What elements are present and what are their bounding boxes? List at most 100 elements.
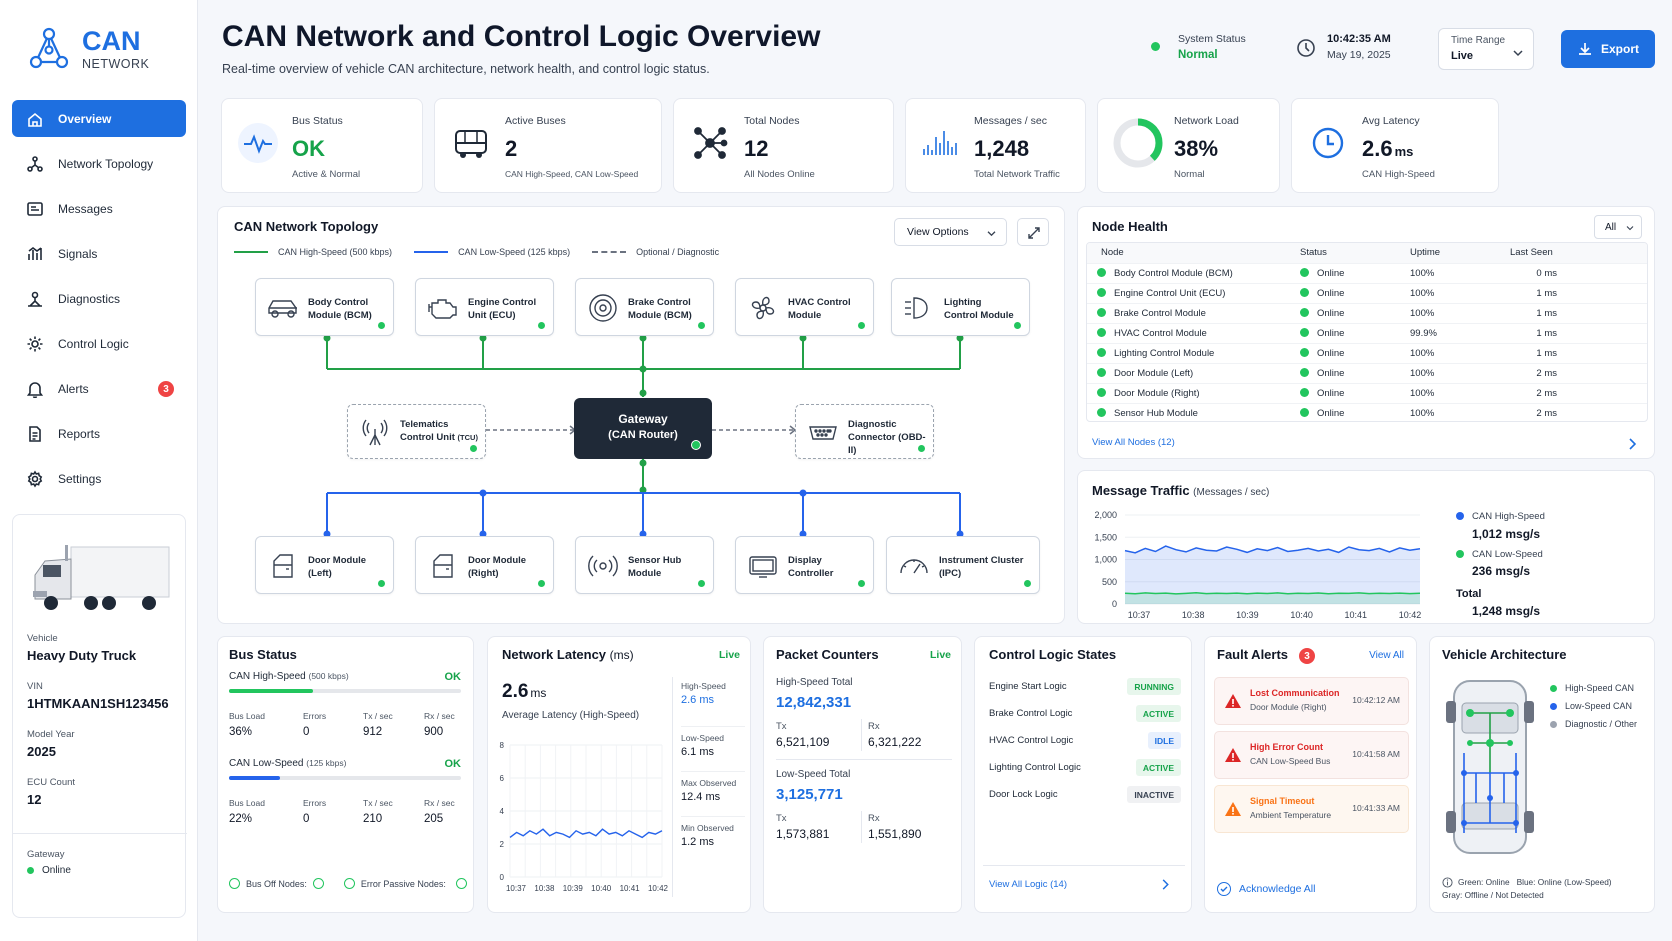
fault-alert-item[interactable]: Signal Timeout Ambient Temperature 10:41:3… <box>1214 785 1409 833</box>
sidebar-item-reports[interactable]: Reports <box>12 415 186 452</box>
fault-alert-item[interactable]: High Error Count CAN Low-Speed Bus 10:41:5… <box>1214 731 1409 779</box>
node-last-seen: 1 ms <box>1536 347 1557 359</box>
view-all-logic-link[interactable]: View All Logic (14) <box>989 879 1067 890</box>
sidebar-item-overview[interactable]: Overview <box>12 100 186 137</box>
gateway-node[interactable]: Gateway (CAN Router) <box>574 398 712 459</box>
view-options-button[interactable]: View Options <box>894 218 1007 246</box>
kpi-network-load: Network Load 38% Normal <box>1097 98 1280 193</box>
view-all-logic-row[interactable]: View All Logic (14) <box>983 865 1185 899</box>
sidebar: CAN NETWORK Overview Network Topology Mess… <box>0 0 198 941</box>
status-dot <box>1300 407 1309 417</box>
truck-image-icon <box>33 545 170 610</box>
clock-icon <box>1297 39 1315 57</box>
node-telematics-control-unit[interactable]: Telematics Control Unit (TCU) <box>347 404 486 459</box>
latency-stat: Min Observed 1.2 ms <box>681 816 745 848</box>
page-title: CAN Network and Control Logic Overview <box>222 20 821 53</box>
table-row[interactable]: Engine Control Unit (ECU) Online 100% 1 ms <box>1087 283 1647 303</box>
export-button[interactable]: Export <box>1561 30 1655 68</box>
node-engine-control-unit[interactable]: Engine Control Unit (ECU) <box>415 278 554 336</box>
view-all-faults-link[interactable]: View All <box>1369 650 1404 661</box>
y-tick-label: 500 <box>1102 577 1117 587</box>
bus-stat-label: Errors <box>303 798 327 808</box>
node-door-module-left[interactable]: Door Module (Left) <box>255 536 394 594</box>
logic-row[interactable]: Lighting Control Logic ACTIVE <box>975 758 1193 780</box>
sidebar-item-network-topology[interactable]: Network Topology <box>12 145 186 182</box>
sidebar-item-label: Diagnostics <box>58 291 121 306</box>
y-tick-label: 8 <box>500 741 505 750</box>
status-dot <box>1300 387 1309 397</box>
sidebar-item-signals[interactable]: Signals <box>12 235 186 272</box>
packets-title: Packet Counters <box>776 647 879 662</box>
node-last-seen: 2 ms <box>1536 387 1557 399</box>
node-display-controller[interactable]: Display Controller <box>735 536 874 594</box>
logic-state-badge: RUNNING <box>1127 678 1181 695</box>
bus-name: CAN High-Speed (500 kbps) <box>229 671 349 682</box>
node-door-module-right[interactable]: Door Module (Right) <box>415 536 554 594</box>
node-name: HVAC Control Module <box>1114 327 1207 339</box>
fan-icon <box>751 296 775 320</box>
vehicle-card: Vehicle Heavy Duty Truck VIN 1HTMKAAN1SH… <box>12 514 187 918</box>
gear-icon <box>27 470 43 487</box>
kpi-messages-sec: Messages / sec 1,248 Total Network Traff… <box>905 98 1086 193</box>
node-hvac-control-module[interactable]: HVAC Control Module <box>735 278 874 336</box>
sidebar-item-diagnostics[interactable]: Diagnostics <box>12 280 186 317</box>
kpi-sub: Active & Normal <box>292 169 361 180</box>
node-name: Door Module (Right) <box>1114 387 1200 399</box>
logic-row[interactable]: HVAC Control Logic IDLE <box>975 731 1193 753</box>
door-icon <box>273 554 293 578</box>
fault-alert-item[interactable]: Lost Communication Door Module (Right) 10:… <box>1214 677 1409 725</box>
bus-stat-label: Bus Load <box>229 711 265 721</box>
expand-button[interactable] <box>1017 218 1049 246</box>
sidebar-item-control-logic[interactable]: Control Logic <box>12 325 186 362</box>
hs-tx-value: 6,521,109 <box>776 735 830 749</box>
node-body-control-module[interactable]: Body Control Module (BCM) <box>255 278 394 336</box>
node-lighting-control-module[interactable]: Lighting Control Module <box>891 278 1030 336</box>
table-row[interactable]: HVAC Control Module Online 99.9% 1 ms <box>1087 323 1647 343</box>
table-row[interactable]: Sensor Hub Module Online 100% 2 ms <box>1087 403 1647 421</box>
node-health-table: Node Status Uptime Last Seen Body Contro… <box>1086 242 1648 422</box>
sidebar-item-alerts[interactable]: Alerts 3 <box>12 370 186 407</box>
logic-row[interactable]: Engine Start Logic RUNNING <box>975 677 1193 699</box>
time-range-select[interactable]: Time Range Live <box>1438 28 1534 70</box>
logic-row[interactable]: Brake Control Logic ACTIVE <box>975 704 1193 726</box>
node-diagnostic-connector[interactable]: Diagnostic Connector (OBD-II) <box>795 404 934 459</box>
node-instrument-cluster[interactable]: Instrument Cluster (IPC) <box>886 536 1040 594</box>
reports-icon <box>29 425 41 442</box>
table-row[interactable]: Lighting Control Module Online 100% 1 ms <box>1087 343 1647 363</box>
bus-status-ok: OK <box>444 671 462 683</box>
hs-rx-label: Rx <box>868 721 880 732</box>
node-health-card: Node Health All Node Status Uptime Last … <box>1077 206 1655 459</box>
control-logic-title: Control Logic States <box>989 647 1117 662</box>
table-row[interactable]: Brake Control Module Online 100% 1 ms <box>1087 303 1647 323</box>
y-tick-label: 0 <box>1112 599 1117 609</box>
table-row[interactable]: Door Module (Right) Online 100% 2 ms <box>1087 383 1647 403</box>
latency-stat: Low-Speed 6.1 ms <box>681 726 745 758</box>
kpi-value: 38% <box>1174 136 1219 161</box>
sidebar-item-settings[interactable]: Settings <box>12 460 186 497</box>
status-dot <box>1097 267 1106 277</box>
bus-stat-label: Tx / sec <box>363 711 393 721</box>
view-all-nodes-link[interactable]: View All Nodes (12) <box>1092 437 1175 448</box>
fault-time: 10:42:12 AM <box>1352 695 1400 705</box>
node-brake-control-module[interactable]: Brake Control Module (BCM) <box>575 278 714 336</box>
table-row[interactable]: Door Module (Left) Online 100% 2 ms <box>1087 363 1647 383</box>
sidebar-item-messages[interactable]: Messages <box>12 190 186 227</box>
node-filter-select[interactable]: All <box>1594 215 1642 239</box>
check-icon <box>1220 886 1228 892</box>
logic-row[interactable]: Door Lock Logic INACTIVE <box>975 785 1193 807</box>
node-uptime: 100% <box>1410 367 1435 379</box>
table-row[interactable]: Body Control Module (BCM) Online 100% 0 ms <box>1087 263 1647 283</box>
acknowledge-all-button[interactable]: Acknowledge All <box>1217 882 1315 896</box>
live-badge: Live <box>718 649 740 661</box>
node-last-seen: 0 ms <box>1536 267 1557 279</box>
y-tick-label: 2,000 <box>1094 510 1117 520</box>
node-sensor-hub-module[interactable]: Sensor Hub Module <box>575 536 714 594</box>
node-name: Body Control Module (BCM) <box>1114 267 1233 279</box>
x-tick-label: 10:42 <box>1399 610 1422 620</box>
total-label: Total <box>1456 588 1482 600</box>
topology-icon <box>27 155 43 172</box>
logic-state-badge: IDLE <box>1147 732 1181 749</box>
kpi-label: Total Nodes <box>744 115 800 127</box>
chevron-right-icon[interactable] <box>1628 438 1636 450</box>
node-last-seen: 2 ms <box>1536 367 1557 379</box>
